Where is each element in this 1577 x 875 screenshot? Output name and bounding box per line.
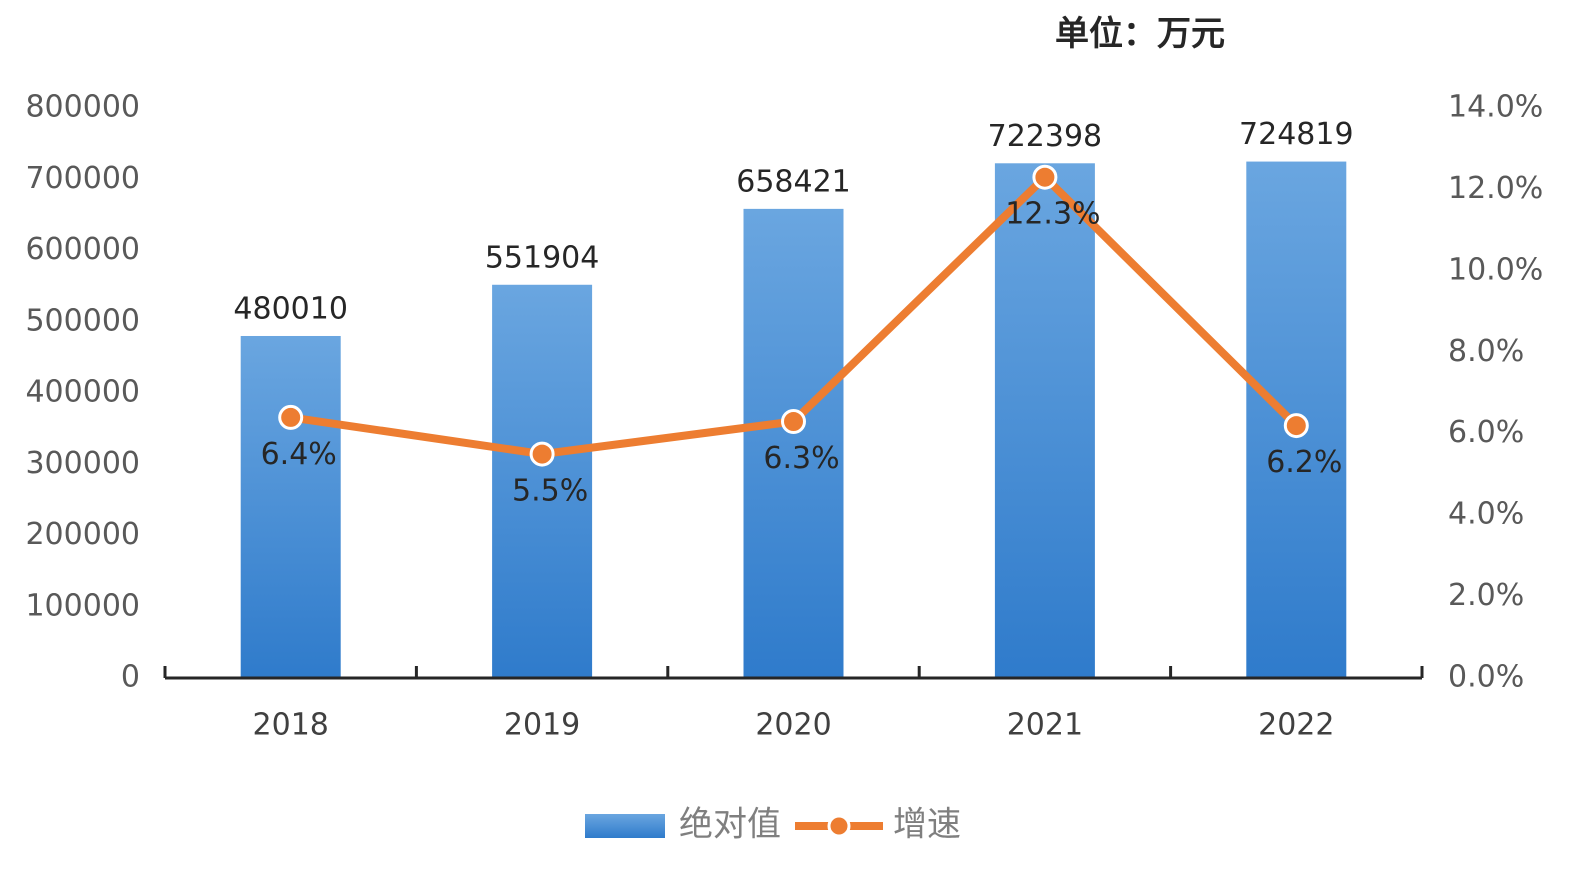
- x-tick-label: 2022: [1258, 708, 1334, 743]
- bar-value-label: 724819: [1239, 117, 1354, 152]
- y2-tick-label: 0.0%: [1448, 660, 1524, 695]
- y-tick-label: 600000: [25, 232, 140, 267]
- bar: [994, 163, 1095, 678]
- x-tick-label: 2019: [504, 708, 580, 743]
- legend-label: 绝对值: [679, 805, 781, 845]
- y-tick-label: 400000: [25, 375, 140, 410]
- bar: [743, 208, 844, 678]
- y-tick-label: 200000: [25, 517, 140, 552]
- line-marker: [1283, 413, 1309, 439]
- legend-label: 增速: [893, 805, 961, 845]
- y2-tick-label: 2.0%: [1448, 578, 1524, 613]
- line-value-label: 6.4%: [261, 437, 337, 472]
- y-tick-label: 0: [121, 660, 140, 695]
- line-marker: [1032, 164, 1058, 190]
- legend-marker: [827, 814, 851, 838]
- y2-tick-label: 6.0%: [1448, 415, 1524, 450]
- legend: 绝对值 增速: [585, 805, 961, 845]
- y2-tick-label: 12.0%: [1448, 171, 1543, 206]
- y-tick-label: 800000: [25, 90, 140, 125]
- x-tick-label: 2020: [755, 708, 831, 743]
- bar-value-label: 551904: [485, 240, 600, 275]
- line-marker: [781, 409, 806, 434]
- line-value-label: 6.3%: [763, 441, 839, 476]
- x-tick-label: 2018: [253, 708, 329, 743]
- bar-value-label: 480010: [233, 291, 348, 326]
- y-tick-label: 300000: [25, 446, 140, 481]
- unit-annotation: 单位：万元: [1055, 14, 1225, 54]
- line-value-label: 5.5%: [512, 474, 588, 509]
- bar-value-label: 658421: [736, 164, 851, 199]
- y2-tick-label: 14.0%: [1448, 90, 1543, 125]
- y2-tick-label: 10.0%: [1448, 252, 1543, 287]
- bar: [492, 284, 593, 678]
- bar: [240, 335, 341, 678]
- legend-swatch: [585, 814, 665, 838]
- line-value-label: 12.3%: [1005, 197, 1100, 232]
- bar-value-label: 722398: [988, 119, 1103, 154]
- line-value-label: 6.2%: [1266, 445, 1342, 480]
- y2-tick-label: 4.0%: [1448, 497, 1524, 532]
- y-tick-label: 100000: [25, 588, 140, 623]
- y-tick-label: 700000: [25, 161, 140, 196]
- x-tick-label: 2021: [1007, 708, 1083, 743]
- y2-tick-label: 8.0%: [1448, 334, 1524, 369]
- line-marker: [529, 441, 555, 467]
- line-marker: [278, 404, 304, 430]
- y-tick-label: 500000: [25, 303, 140, 338]
